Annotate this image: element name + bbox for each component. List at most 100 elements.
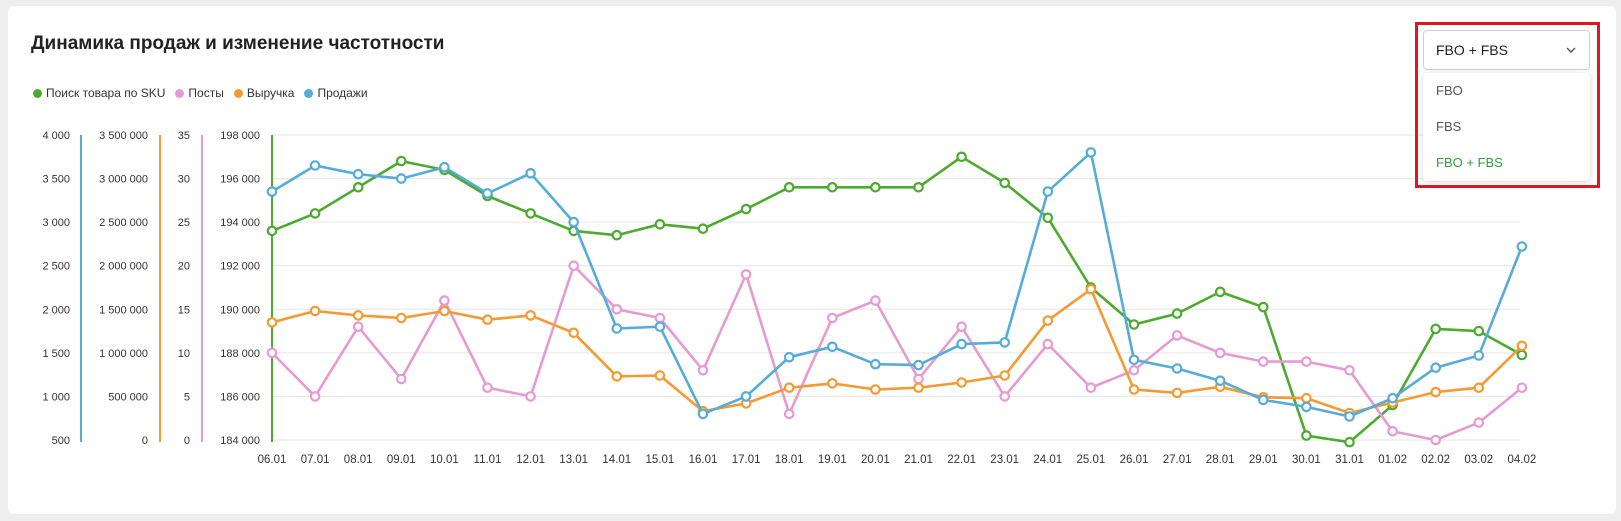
data-point-search (740, 203, 752, 215)
data-point-search (309, 208, 321, 219)
x-tick-label: 10.01 (430, 454, 459, 466)
data-point-revenue (956, 377, 967, 388)
x-tick-label: 29.01 (1249, 454, 1278, 466)
data-point-sales (611, 323, 623, 334)
data-point-revenue (913, 382, 924, 393)
y-tick-label-revenue: 2 000 000 (99, 261, 148, 273)
data-point-sales (697, 408, 709, 420)
data-point-sales (1085, 147, 1097, 158)
data-point-posts (654, 312, 666, 324)
legend-dot-revenue (233, 88, 243, 98)
data-point-sales (395, 173, 407, 184)
data-point-posts (913, 373, 924, 385)
data-point-sales (913, 359, 924, 371)
data-point-posts (1516, 382, 1528, 393)
x-tick-label: 18.01 (775, 454, 804, 466)
legend-item-search[interactable]: Поиск товара по SKU (33, 86, 165, 100)
option-fbo-fbs[interactable]: FBO + FBS (1436, 155, 1503, 170)
data-point-sales (1344, 411, 1355, 422)
option-fbs[interactable]: FBS (1436, 119, 1462, 134)
fulfillment-options-menu: FBO FBS FBO + FBS (1423, 73, 1590, 181)
y-tick-label-search: 192 000 (220, 261, 260, 273)
y-tick-label-sales: 3 500 (42, 174, 70, 186)
data-point-posts (395, 373, 407, 385)
y-tick-label-sales: 1 500 (42, 348, 70, 360)
x-tick-label: 11.01 (474, 454, 502, 466)
y-tick-label-revenue: 0 (142, 435, 148, 447)
x-tick-label: 19.01 (818, 454, 847, 466)
data-point-sales (568, 216, 579, 228)
y-tick-label-sales: 1 000 (42, 391, 70, 403)
data-point-revenue (611, 371, 623, 382)
data-point-posts (266, 347, 278, 359)
data-point-revenue (1473, 382, 1485, 393)
data-point-search (956, 151, 967, 163)
y-tick-label-posts: 5 (184, 391, 190, 403)
y-tick-label-sales: 3 000 (42, 217, 70, 229)
x-tick-label: 30.01 (1292, 454, 1321, 466)
y-tick-label-revenue: 1 500 000 (99, 304, 148, 316)
y-tick-label-posts: 30 (178, 174, 190, 186)
series-line-search (271, 155, 1523, 444)
legend-item-revenue[interactable]: Выручка (233, 86, 294, 100)
data-point-sales (1516, 241, 1528, 252)
x-tick-label: 25.01 (1077, 454, 1106, 466)
data-point-posts (1473, 417, 1485, 428)
data-point-search (783, 182, 795, 193)
x-tick-label: 22.01 (947, 454, 976, 466)
data-point-revenue (1516, 340, 1528, 352)
data-point-revenue (1128, 384, 1140, 395)
data-point-revenue (826, 378, 838, 389)
data-point-revenue (1085, 283, 1097, 295)
x-tick-label: 15.01 (646, 454, 675, 466)
data-point-sales (1128, 354, 1140, 366)
data-point-search (654, 219, 666, 230)
data-point-search (395, 155, 407, 167)
y-tick-label-search: 190 000 (220, 304, 260, 316)
data-point-sales (1214, 375, 1226, 386)
data-point-search (826, 182, 838, 193)
fulfillment-select[interactable]: FBO + FBS (1423, 30, 1590, 70)
y-tick-label-search: 184 000 (220, 435, 260, 447)
legend-item-posts[interactable]: Посты (175, 86, 224, 100)
data-point-posts (783, 408, 795, 420)
series-line-revenue (271, 287, 1523, 415)
data-point-revenue (266, 317, 278, 328)
data-point-search (1344, 436, 1355, 448)
data-point-sales (352, 168, 364, 180)
option-fbo[interactable]: FBO (1436, 83, 1463, 98)
data-point-sales (870, 358, 881, 370)
data-point-revenue (1042, 315, 1054, 326)
y-tick-label-sales: 2 000 (42, 304, 70, 316)
x-tick-label: 04.02 (1508, 454, 1537, 466)
data-point-posts (697, 364, 709, 376)
y-tick-label-sales: 500 (52, 435, 70, 447)
fulfillment-select-value: FBO + FBS (1436, 42, 1508, 58)
legend-dot-posts (175, 88, 185, 98)
legend-item-sales[interactable]: Продажи (304, 86, 368, 100)
data-point-search (999, 177, 1010, 189)
x-tick-label: 31.01 (1335, 454, 1364, 466)
data-point-search (1128, 319, 1140, 330)
data-point-posts (870, 295, 881, 306)
x-tick-label: 12.01 (516, 454, 545, 466)
data-point-revenue (1171, 387, 1183, 399)
data-point-revenue (482, 314, 493, 325)
y-tick-label-revenue: 1 000 000 (99, 348, 148, 360)
data-point-posts (1258, 356, 1269, 367)
y-tick-label-posts: 0 (184, 435, 190, 447)
data-point-posts (1042, 338, 1054, 350)
y-tick-label-search: 188 000 (220, 348, 260, 360)
data-point-search (1171, 308, 1183, 319)
data-point-sales (482, 188, 493, 199)
data-point-posts (309, 391, 321, 402)
y-tick-label-revenue: 3 000 000 (99, 174, 148, 186)
data-point-posts (568, 260, 579, 271)
data-point-posts (826, 312, 838, 324)
series-line-posts (271, 264, 1523, 442)
y-tick-label-sales: 4 000 (42, 130, 70, 142)
data-point-posts (956, 321, 967, 332)
data-point-posts (1128, 364, 1140, 376)
data-point-revenue (352, 310, 364, 321)
legend-dot-sales (304, 88, 314, 98)
